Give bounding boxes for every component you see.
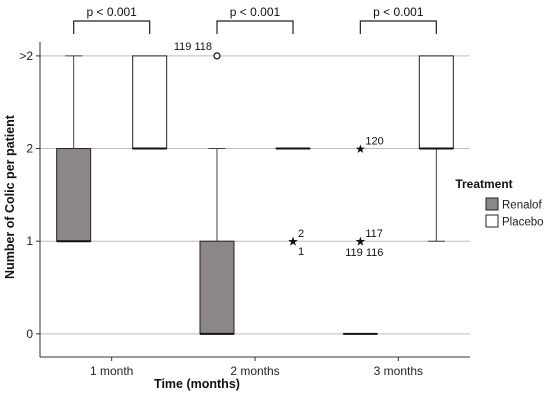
x-tick-label: 1 month	[90, 364, 133, 378]
significance-brackets: p < 0.001 p < 0.001 p < 0.001	[73, 5, 437, 34]
legend-swatch-placebo	[485, 214, 499, 228]
outlier-label: 1	[298, 246, 304, 258]
y-axis-title: Number of Colic per patient	[3, 114, 17, 279]
significance-bracket	[216, 20, 294, 34]
box-placebo-2	[418, 55, 454, 242]
y-tick-label: 1	[26, 234, 33, 248]
outlier-star: ★	[355, 142, 366, 156]
box-renalof-1	[199, 148, 235, 335]
p-value-label: p < 0.001	[230, 5, 281, 19]
box-renalof-0	[56, 55, 92, 243]
legend-swatch-renalof	[485, 197, 499, 211]
outlier-label: 2	[298, 228, 304, 240]
significance-bracket	[359, 20, 437, 34]
outlier-label: 119 118	[174, 41, 212, 53]
x-tick-label: 2 months	[230, 364, 279, 378]
outlier-circle	[213, 52, 221, 60]
outlier-star: ★	[288, 235, 299, 249]
outlier-label: 119 116	[345, 247, 383, 259]
outlier-star: ★	[355, 235, 366, 249]
box-body	[132, 55, 168, 150]
legend-title: Treatment	[455, 177, 512, 191]
outlier-label: 120	[365, 136, 383, 148]
y-tick-label: 2	[26, 142, 33, 156]
legend: Treatment Renalof Placebo	[455, 177, 543, 229]
p-value-label: p < 0.001	[373, 5, 424, 19]
outlier-markers: 119 118★120★117★119 116★2★1	[174, 41, 384, 259]
y-tick-label: >2	[19, 49, 33, 63]
p-value-label: p < 0.001	[86, 5, 137, 19]
legend-label-renalof: Renalof	[502, 200, 542, 212]
x-axis-title: Time (months)	[154, 377, 240, 391]
outlier-star: ★	[288, 235, 299, 249]
box-placebo-0	[132, 55, 168, 150]
box-body	[418, 55, 454, 150]
axes: 0 1 2 >2 1 month 2 months 3 months	[19, 42, 470, 378]
significance-bracket	[73, 20, 151, 34]
legend-label-placebo: Placebo	[502, 217, 544, 229]
grid-lines	[40, 55, 470, 335]
box-body	[56, 148, 92, 242]
x-tick-label: 3 months	[374, 364, 423, 378]
box-body	[199, 240, 235, 335]
y-tick-label: 0	[26, 327, 33, 341]
outlier-label: 117	[365, 228, 383, 240]
outlier-star: ★	[355, 235, 366, 249]
box-series	[56, 55, 454, 335]
